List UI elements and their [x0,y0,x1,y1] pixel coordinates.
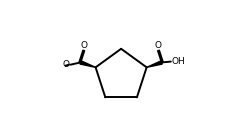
Text: O: O [63,60,70,69]
Polygon shape [80,61,96,67]
Text: OH: OH [171,57,185,66]
Text: O: O [154,41,162,50]
Text: O: O [81,41,88,50]
Polygon shape [147,61,162,67]
